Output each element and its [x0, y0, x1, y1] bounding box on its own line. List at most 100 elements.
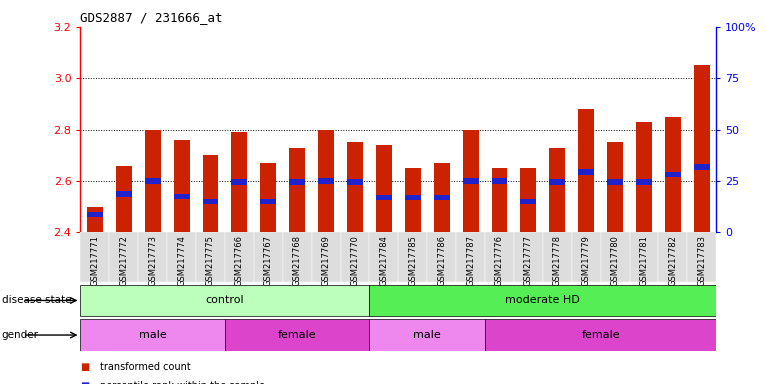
Bar: [694, 164, 710, 170]
Bar: [196, 232, 225, 282]
Text: GSM217784: GSM217784: [379, 235, 388, 286]
Text: female: female: [581, 330, 620, 340]
Text: GSM217767: GSM217767: [264, 235, 273, 286]
Text: GSM217768: GSM217768: [293, 235, 302, 286]
Text: GSM217774: GSM217774: [177, 235, 186, 286]
Text: GSM217777: GSM217777: [524, 235, 533, 286]
Bar: [636, 179, 652, 185]
Bar: [347, 179, 363, 185]
Bar: [514, 232, 543, 282]
Bar: [167, 232, 196, 282]
Text: GSM217782: GSM217782: [669, 235, 677, 286]
Bar: [520, 199, 536, 204]
Bar: [225, 319, 369, 351]
Bar: [485, 232, 514, 282]
Bar: [427, 232, 456, 282]
Text: male: male: [139, 330, 166, 340]
Bar: [145, 178, 161, 184]
Bar: [543, 232, 571, 282]
Text: disease state: disease state: [2, 295, 71, 306]
Bar: [578, 169, 594, 175]
Text: female: female: [278, 330, 316, 340]
Text: GSM217773: GSM217773: [148, 235, 157, 286]
Bar: [434, 195, 450, 200]
Bar: [283, 232, 312, 282]
Bar: [110, 232, 138, 282]
Bar: [687, 232, 716, 282]
Bar: [376, 145, 392, 232]
Bar: [492, 178, 507, 184]
Bar: [318, 130, 334, 232]
Text: GSM217787: GSM217787: [466, 235, 475, 286]
Bar: [318, 178, 334, 184]
Text: GSM217766: GSM217766: [235, 235, 244, 286]
Bar: [659, 232, 687, 282]
Bar: [347, 142, 363, 232]
Bar: [80, 319, 225, 351]
Bar: [694, 65, 710, 232]
Bar: [376, 195, 392, 200]
Bar: [369, 319, 485, 351]
Text: GDS2887 / 231666_at: GDS2887 / 231666_at: [80, 12, 223, 25]
Text: GSM217772: GSM217772: [119, 235, 128, 286]
Bar: [630, 232, 659, 282]
Bar: [174, 140, 189, 232]
Text: GSM217786: GSM217786: [437, 235, 446, 286]
Bar: [463, 130, 479, 232]
Bar: [578, 109, 594, 232]
Bar: [665, 117, 681, 232]
Text: GSM217775: GSM217775: [206, 235, 215, 286]
Bar: [174, 194, 189, 199]
Bar: [571, 232, 601, 282]
Text: GSM217770: GSM217770: [351, 235, 359, 286]
Bar: [80, 285, 369, 316]
Text: percentile rank within the sample: percentile rank within the sample: [100, 381, 264, 384]
Bar: [231, 132, 247, 232]
Bar: [290, 147, 305, 232]
Text: GSM217785: GSM217785: [408, 235, 417, 286]
Bar: [549, 147, 565, 232]
Bar: [369, 232, 398, 282]
Bar: [202, 155, 218, 232]
Bar: [80, 232, 110, 282]
Text: male: male: [414, 330, 441, 340]
Bar: [231, 179, 247, 185]
Bar: [87, 212, 103, 217]
Bar: [434, 163, 450, 232]
Bar: [398, 232, 427, 282]
Bar: [369, 285, 716, 316]
Bar: [485, 319, 716, 351]
Bar: [290, 179, 305, 185]
Bar: [456, 232, 485, 282]
Bar: [665, 172, 681, 177]
Text: gender: gender: [2, 330, 38, 340]
Bar: [260, 163, 277, 232]
Bar: [341, 232, 369, 282]
Bar: [138, 232, 167, 282]
Text: GSM217769: GSM217769: [322, 235, 331, 286]
Bar: [116, 191, 132, 197]
Text: GSM217778: GSM217778: [553, 235, 561, 286]
Bar: [312, 232, 341, 282]
Bar: [404, 168, 421, 232]
Bar: [116, 166, 132, 232]
Text: GSM217783: GSM217783: [697, 235, 706, 286]
Text: GSM217781: GSM217781: [640, 235, 649, 286]
Bar: [202, 199, 218, 204]
Bar: [492, 168, 507, 232]
Bar: [260, 199, 277, 204]
Text: GSM217771: GSM217771: [90, 235, 100, 286]
Bar: [225, 232, 254, 282]
Text: control: control: [205, 295, 244, 306]
Text: ■: ■: [80, 362, 90, 372]
Bar: [87, 207, 103, 232]
Bar: [463, 178, 479, 184]
Bar: [404, 195, 421, 200]
Bar: [607, 142, 623, 232]
Text: GSM217779: GSM217779: [581, 235, 591, 286]
Text: ■: ■: [80, 381, 90, 384]
Bar: [636, 122, 652, 232]
Bar: [520, 168, 536, 232]
Bar: [145, 130, 161, 232]
Text: transformed count: transformed count: [100, 362, 190, 372]
